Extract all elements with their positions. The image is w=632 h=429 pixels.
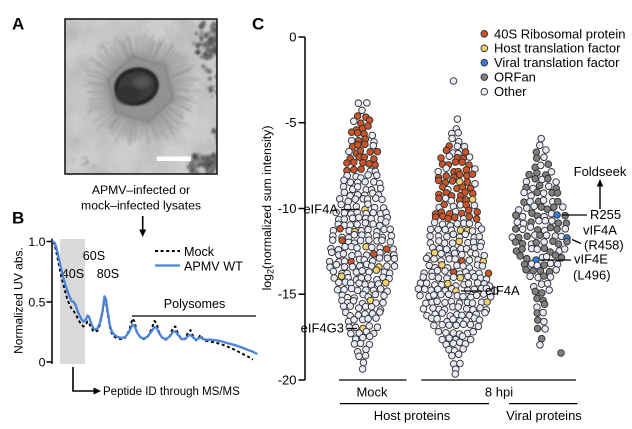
svg-text:eIF4A: eIF4A (303, 202, 338, 217)
svg-text:R255: R255 (590, 207, 621, 222)
svg-text:APMV WT: APMV WT (184, 259, 243, 273)
svg-text:vIF4A: vIF4A (583, 223, 617, 238)
svg-text:Other: Other (494, 84, 527, 99)
svg-text:Mock: Mock (356, 385, 388, 400)
svg-text:Foldseek: Foldseek (574, 164, 627, 179)
svg-text:40S Ribosomal protein: 40S Ribosomal protein (494, 26, 626, 41)
svg-text:Host proteins: Host proteins (374, 408, 451, 423)
svg-text:Peptide ID through MS/MS: Peptide ID through MS/MS (103, 386, 240, 398)
svg-text:Polysomes: Polysomes (164, 297, 226, 311)
svg-text:Viral proteins: Viral proteins (506, 408, 582, 423)
svg-text:Normalized UV abs.: Normalized UV abs. (12, 247, 26, 354)
svg-text:APMV–infected or: APMV–infected or (92, 183, 190, 197)
svg-text:B: B (12, 209, 24, 228)
svg-text:mock–infected lysates: mock–infected lysates (81, 199, 201, 213)
svg-text:-20: -20 (278, 373, 297, 388)
svg-text:0: 0 (289, 30, 296, 45)
svg-text:0.5: 0.5 (28, 295, 45, 309)
svg-text:-10: -10 (278, 201, 297, 216)
svg-text:80S: 80S (97, 267, 119, 281)
svg-text:-15: -15 (278, 287, 297, 302)
svg-text:Mock: Mock (184, 245, 215, 259)
svg-text:eIF4A: eIF4A (485, 283, 520, 298)
svg-text:1.0: 1.0 (28, 235, 45, 249)
svg-text:eIF4G3: eIF4G3 (301, 321, 344, 336)
svg-text:8 hpi: 8 hpi (485, 385, 513, 400)
svg-text:ORFan: ORFan (494, 69, 536, 84)
svg-text:Viral translation factor: Viral translation factor (494, 55, 620, 70)
svg-text:0: 0 (39, 355, 46, 369)
svg-text:A: A (12, 15, 24, 34)
svg-text:C: C (252, 15, 264, 34)
svg-text:40S: 40S (62, 267, 84, 281)
svg-text:(R458): (R458) (584, 238, 624, 253)
svg-text:log2(normalized sum intensity): log2(normalized sum intensity) (260, 126, 276, 291)
svg-text:Host translation factor: Host translation factor (494, 41, 621, 56)
svg-text:60S: 60S (83, 249, 105, 263)
svg-text:(L496): (L496) (573, 268, 611, 283)
svg-text:vIF4E: vIF4E (574, 252, 608, 267)
svg-text:-5: -5 (285, 115, 297, 130)
